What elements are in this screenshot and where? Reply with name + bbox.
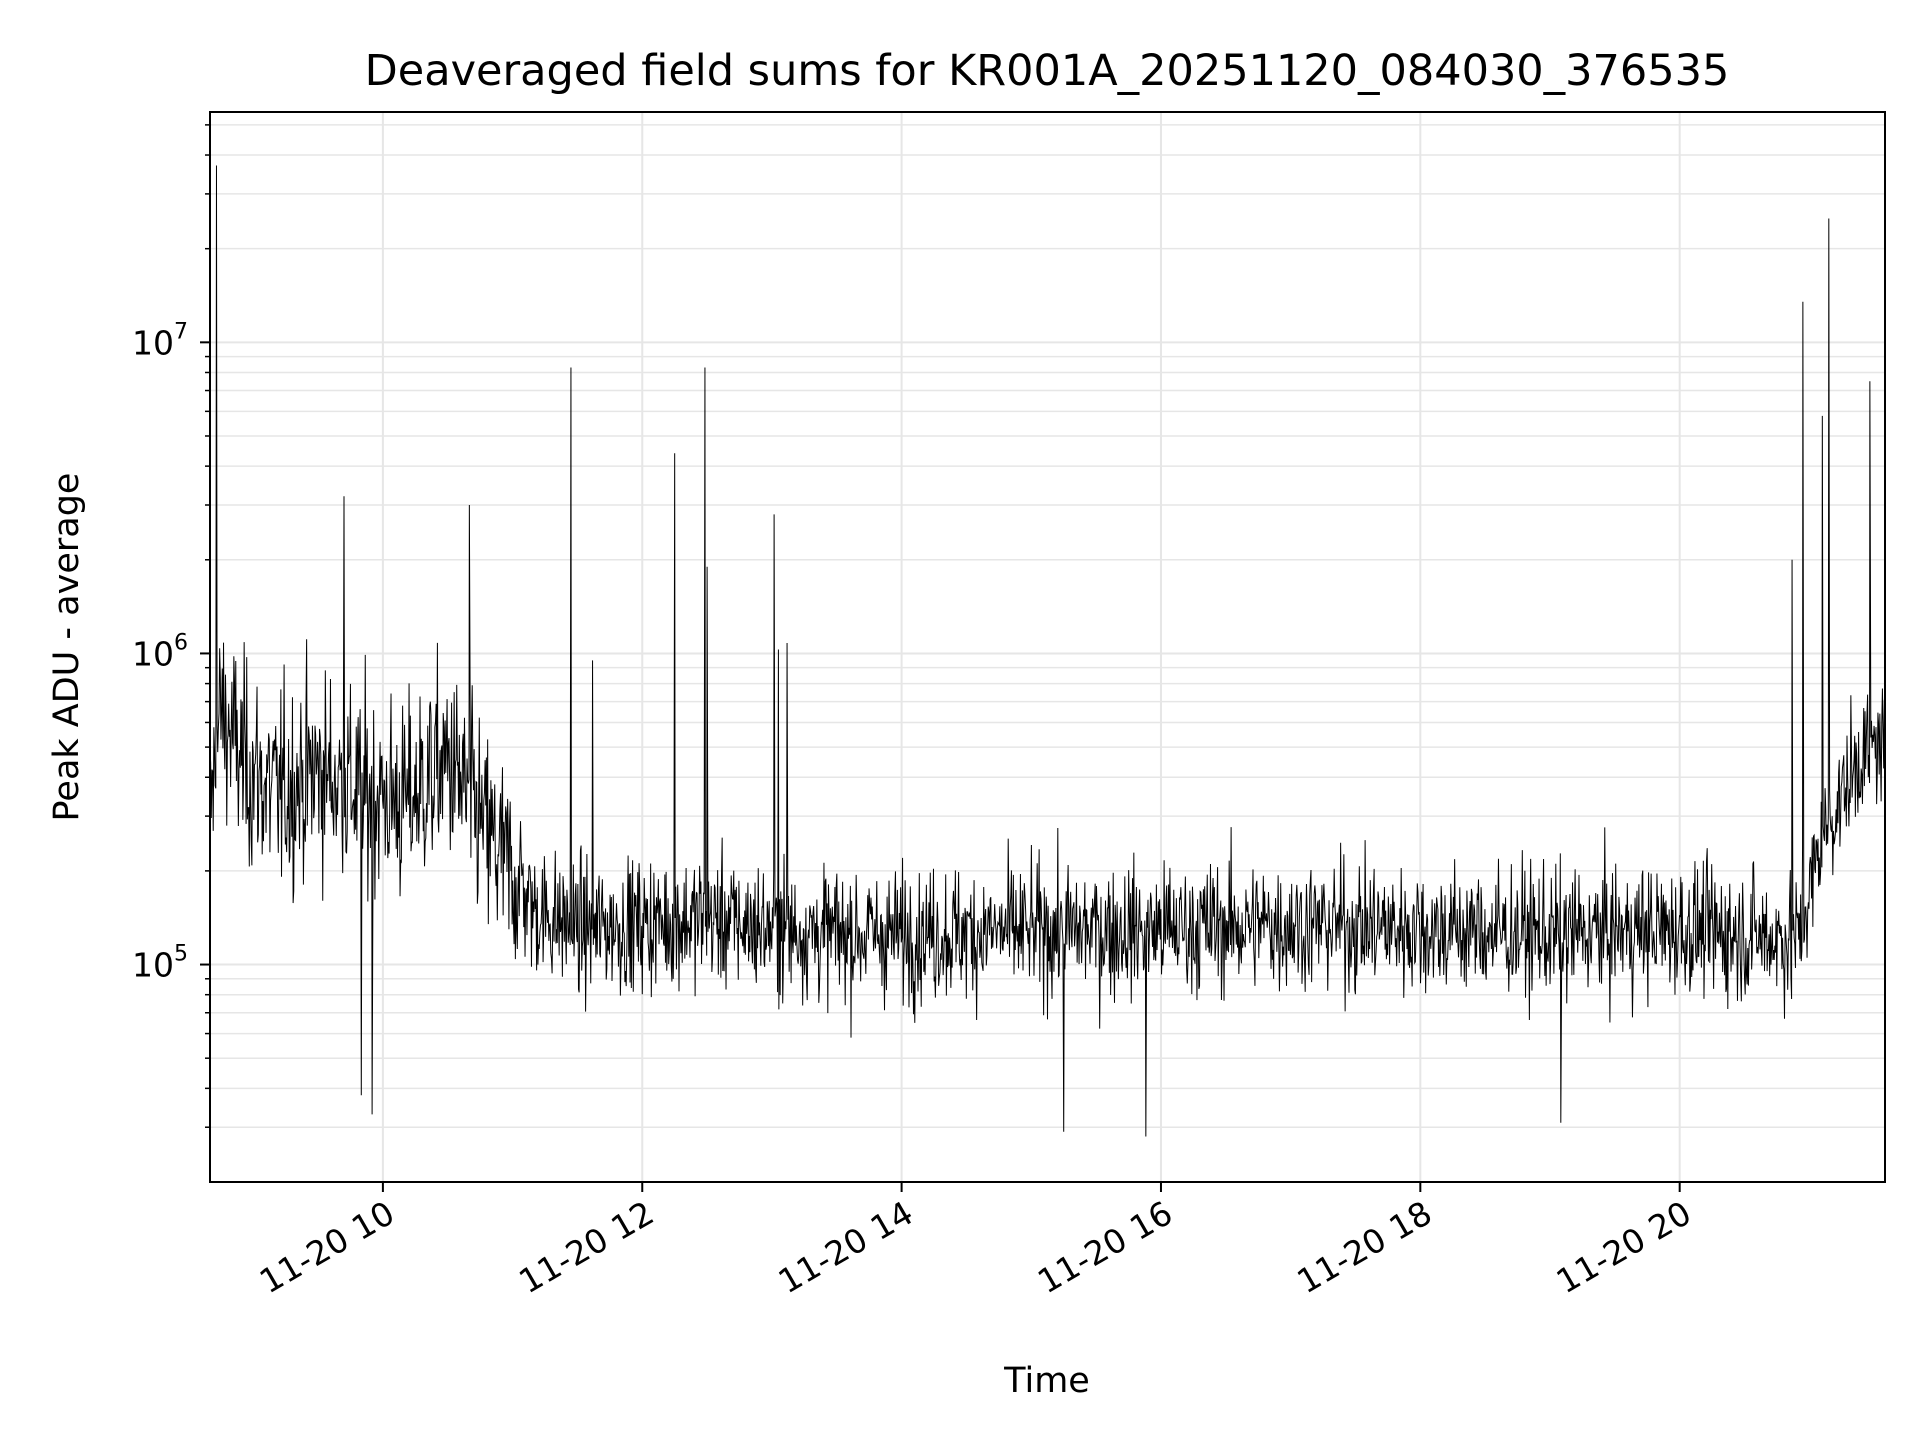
y-axis-label: Peak ADU - average: [47, 473, 87, 822]
series-line: [210, 165, 1885, 1137]
y-tick-label: 107: [132, 319, 188, 362]
plot-frame: [209, 111, 1886, 1183]
x-tick-label: 11-20 14: [772, 1193, 920, 1301]
x-axis-label: Time: [1003, 1361, 1090, 1401]
x-axis-ticks: 11-20 10 11-20 12 11-20 14 11-20 16 11-20 18…: [253, 1182, 1698, 1301]
x-tick-label: 11-20 12: [512, 1193, 660, 1301]
x-tick-label: 11-20 16: [1031, 1193, 1179, 1301]
x-tick-label: 11-20 10: [253, 1193, 401, 1301]
x-tick-label: 11-20 20: [1550, 1193, 1698, 1301]
y-axis-ticks: 105 106 107: [132, 319, 210, 985]
y-tick-label: 105: [132, 942, 188, 985]
y-tick-label: 106: [132, 630, 188, 673]
chart-title: Deaveraged field sums for KR001A_2025112…: [365, 46, 1730, 96]
x-tick-label: 11-20 18: [1290, 1193, 1438, 1301]
grid-major-lines: [210, 112, 1885, 1182]
